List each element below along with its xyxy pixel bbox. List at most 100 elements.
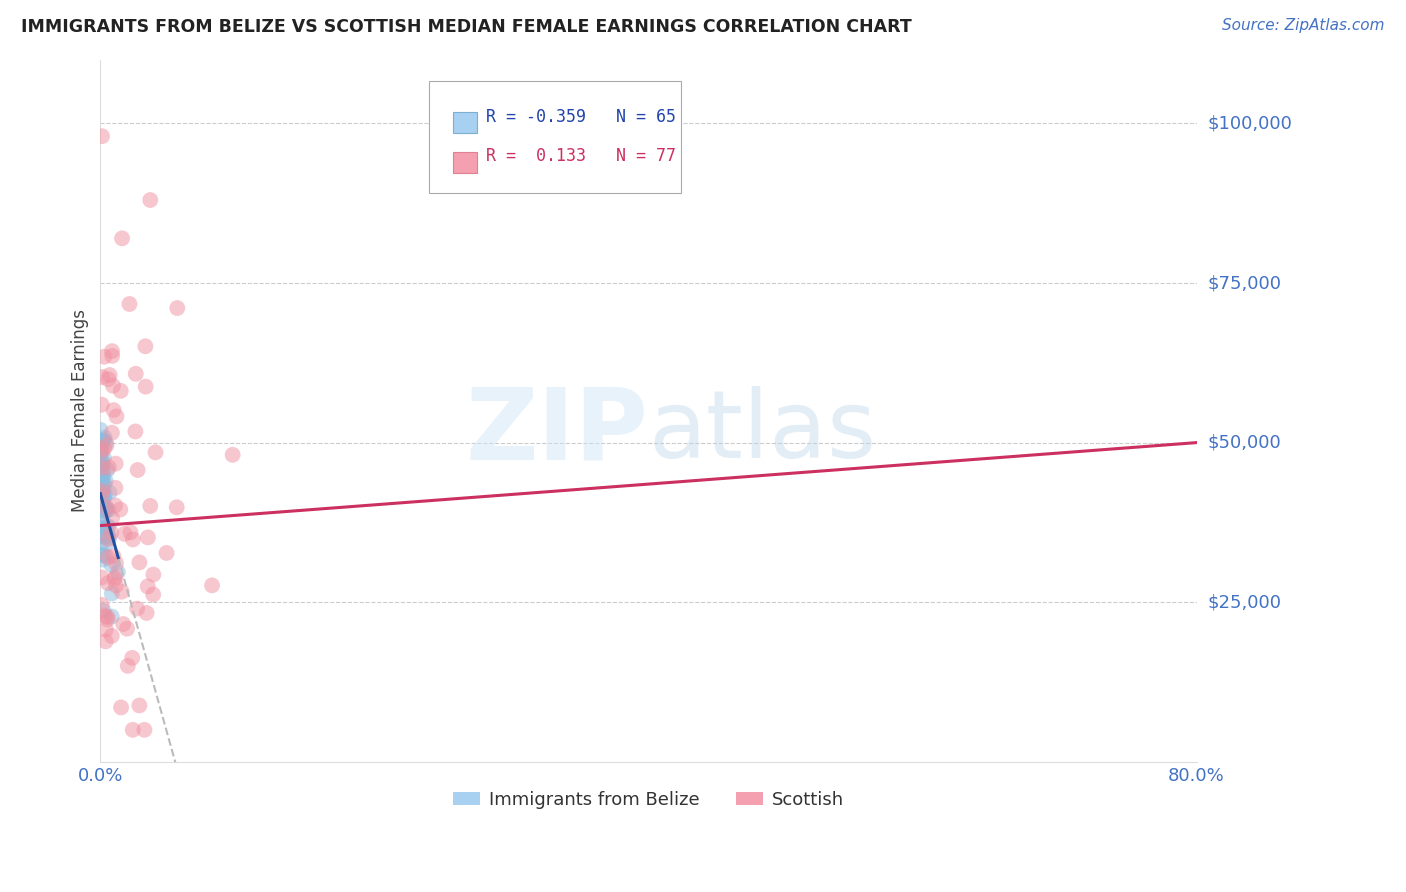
Point xyxy=(101,349,124,363)
Point xyxy=(166,500,188,515)
Point xyxy=(91,552,114,566)
Point xyxy=(139,499,162,513)
Point xyxy=(93,501,115,516)
FancyBboxPatch shape xyxy=(453,112,478,133)
Point xyxy=(221,448,243,462)
Point xyxy=(127,463,149,477)
Point xyxy=(91,466,114,480)
Point xyxy=(90,498,112,512)
Point xyxy=(96,504,118,518)
Point xyxy=(111,584,134,599)
Point xyxy=(89,423,111,437)
Point xyxy=(90,459,112,474)
Text: $25,000: $25,000 xyxy=(1208,593,1282,611)
Point xyxy=(90,489,112,503)
Point xyxy=(125,367,148,381)
Point xyxy=(96,613,118,627)
Point xyxy=(93,450,115,465)
Point xyxy=(122,533,145,547)
Point xyxy=(93,350,115,364)
Point xyxy=(101,378,124,392)
Point xyxy=(98,531,121,545)
Point xyxy=(93,434,115,448)
Point xyxy=(90,598,112,612)
Point xyxy=(134,723,156,737)
Point xyxy=(104,499,127,513)
Point xyxy=(91,472,114,486)
Text: $100,000: $100,000 xyxy=(1208,114,1292,132)
Point xyxy=(97,576,120,591)
Point xyxy=(90,494,112,508)
Point xyxy=(97,372,120,386)
Point xyxy=(136,530,159,544)
Point xyxy=(91,455,114,469)
Point xyxy=(96,519,118,533)
Point xyxy=(90,467,112,482)
Text: IMMIGRANTS FROM BELIZE VS SCOTTISH MEDIAN FEMALE EARNINGS CORRELATION CHART: IMMIGRANTS FROM BELIZE VS SCOTTISH MEDIA… xyxy=(21,18,912,36)
Point xyxy=(90,480,112,494)
Point xyxy=(103,572,125,586)
Point xyxy=(93,486,115,500)
Point xyxy=(103,403,125,417)
Point xyxy=(101,425,124,440)
Point xyxy=(155,546,177,560)
Point xyxy=(94,623,117,637)
Point xyxy=(90,485,112,500)
Point xyxy=(127,601,149,615)
Point xyxy=(96,463,118,477)
Point xyxy=(94,502,117,516)
Point xyxy=(90,539,112,553)
Point xyxy=(91,458,114,473)
Point xyxy=(104,578,127,592)
Point xyxy=(96,610,118,624)
Point xyxy=(93,604,115,618)
FancyBboxPatch shape xyxy=(429,80,682,193)
Point xyxy=(90,472,112,486)
Point xyxy=(118,297,141,311)
Point xyxy=(94,488,117,502)
Point xyxy=(91,521,114,535)
Point xyxy=(94,500,117,515)
Point xyxy=(96,438,118,452)
Point xyxy=(121,651,143,665)
Point xyxy=(93,491,115,506)
Point xyxy=(166,301,188,315)
Point xyxy=(115,622,138,636)
Point xyxy=(98,485,121,500)
Point xyxy=(90,516,112,531)
Point xyxy=(134,339,156,353)
Point xyxy=(104,570,127,584)
Text: R =  0.133   N = 77: R = 0.133 N = 77 xyxy=(486,147,676,166)
Point xyxy=(94,530,117,544)
Point xyxy=(103,549,125,564)
Point xyxy=(201,578,224,592)
Point xyxy=(142,567,165,582)
Point xyxy=(91,508,114,523)
Point xyxy=(90,529,112,543)
Point xyxy=(135,606,157,620)
Point xyxy=(94,474,117,488)
Text: $50,000: $50,000 xyxy=(1208,434,1281,451)
Point xyxy=(90,548,112,562)
Point xyxy=(105,409,128,424)
Point xyxy=(114,527,136,541)
Point xyxy=(94,504,117,518)
Point xyxy=(112,617,135,632)
Point xyxy=(145,445,167,459)
Point xyxy=(101,511,124,525)
Point xyxy=(89,485,111,500)
Point xyxy=(93,548,115,562)
Point xyxy=(110,384,132,398)
Point xyxy=(97,532,120,546)
Point xyxy=(101,629,124,643)
Text: R = -0.359   N = 65: R = -0.359 N = 65 xyxy=(486,108,676,126)
Text: Source: ZipAtlas.com: Source: ZipAtlas.com xyxy=(1222,18,1385,33)
Point xyxy=(89,451,111,466)
Point xyxy=(104,457,127,471)
Text: ZIP: ZIP xyxy=(465,384,648,480)
Point xyxy=(93,476,115,491)
Point xyxy=(91,129,114,144)
Point xyxy=(90,487,112,501)
Point xyxy=(91,434,114,449)
Point xyxy=(94,634,117,648)
